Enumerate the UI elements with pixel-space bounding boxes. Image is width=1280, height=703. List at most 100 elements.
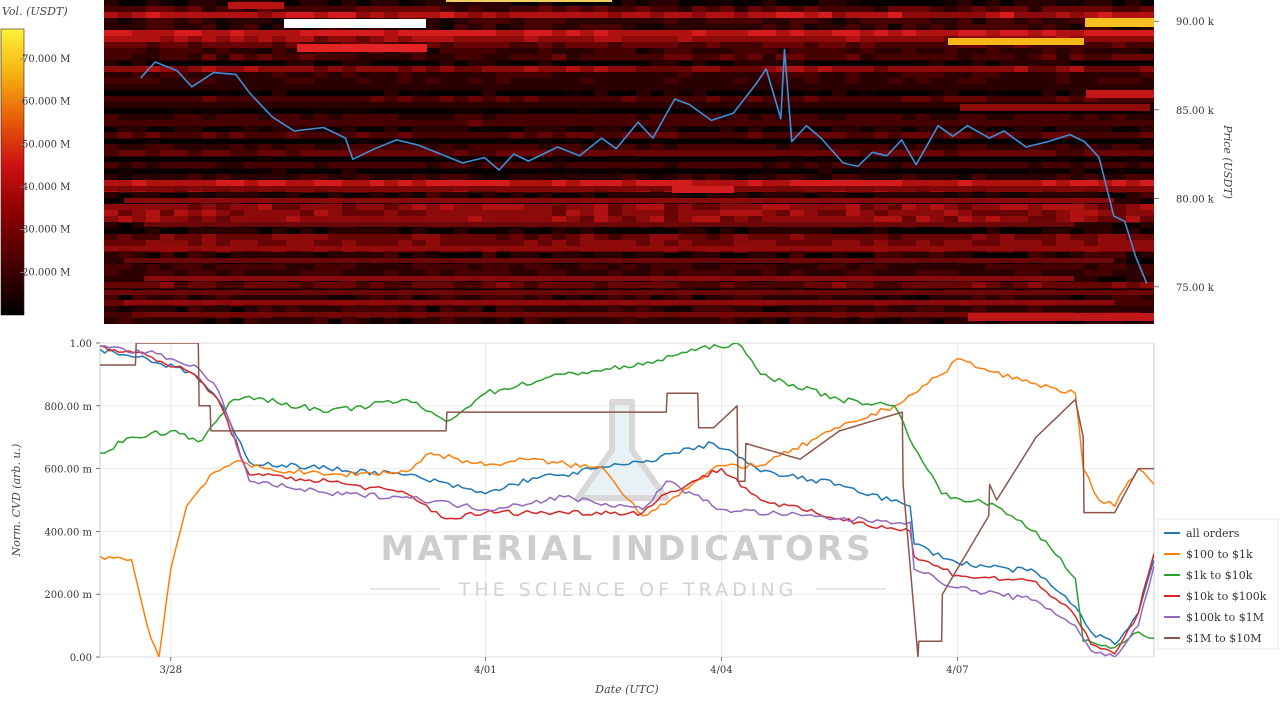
heatmap-cell [748, 252, 763, 259]
heatmap-cell [636, 54, 651, 61]
heatmap-cell [846, 24, 861, 31]
heatmap-cell [636, 270, 651, 277]
heatmap-cell [244, 234, 259, 241]
heatmap-cell [678, 240, 693, 247]
heatmap-cell [650, 84, 665, 91]
heatmap-cell [832, 162, 847, 169]
heatmap-cell [972, 264, 987, 271]
heatmap-cell [636, 66, 651, 73]
heatmap-cell [160, 210, 175, 217]
heatmap-cell [468, 234, 483, 241]
heatmap-cell [916, 96, 931, 103]
heatmap-cell [342, 120, 357, 127]
heatmap-cell [664, 60, 679, 67]
heatmap-cell [944, 264, 959, 271]
heatmap-cell [678, 252, 693, 259]
heatmap-cell [132, 216, 147, 223]
heatmap-cell [706, 264, 721, 271]
heatmap-cell [608, 18, 623, 25]
heatmap-cell [594, 180, 609, 187]
heatmap-cell [720, 36, 735, 43]
heatmap-cell [594, 150, 609, 157]
heatmap-cell [328, 282, 343, 289]
heatmap-cell [748, 42, 763, 49]
heatmap-cell [930, 12, 945, 19]
heatmap-cell [440, 6, 455, 13]
heatmap-cell [846, 48, 861, 55]
heatmap-cell [916, 306, 931, 313]
heatmap-cell [972, 24, 987, 31]
heatmap-cell [566, 216, 581, 223]
heatmap-cell [720, 48, 735, 55]
heatmap-cell [650, 282, 665, 289]
heatmap-cell [454, 318, 469, 324]
heatmap-cell [510, 294, 525, 301]
heatmap-cell [832, 282, 847, 289]
heatmap-cell [888, 180, 903, 187]
heatmap-cell [1056, 174, 1071, 181]
heatmap-cell [818, 156, 833, 163]
heatmap-cell [286, 144, 301, 151]
heatmap-cell [608, 240, 623, 247]
heatmap-cell [958, 66, 973, 73]
heatmap-cell [342, 306, 357, 313]
heatmap-cell [1070, 162, 1085, 169]
heatmap-cell [916, 78, 931, 85]
heatmap-cell [636, 318, 651, 324]
heatmap-cell [202, 6, 217, 13]
heatmap-cell [1140, 222, 1154, 229]
cvd-series-lines [100, 343, 1154, 657]
heatmap-cell [440, 12, 455, 19]
heatmap-cell [524, 264, 539, 271]
heatmap-cell [748, 240, 763, 247]
heatmap-cell [706, 144, 721, 151]
heatmap-cell [1112, 204, 1127, 211]
heatmap-cell [636, 48, 651, 55]
heatmap-cell [496, 234, 511, 241]
heatmap-cell [874, 240, 889, 247]
heatmap-cell [314, 294, 329, 301]
heatmap-cell [1070, 192, 1085, 199]
heatmap-cell [888, 282, 903, 289]
heatmap-cell [958, 120, 973, 127]
heatmap-cell [118, 126, 133, 133]
heatmap-cell [832, 36, 847, 43]
heatmap-cell [860, 174, 875, 181]
heatmap-cell [608, 54, 623, 61]
heatmap-cell [832, 54, 847, 61]
heatmap-cell [874, 48, 889, 55]
heatmap-cell [594, 6, 609, 13]
heatmap-cell [818, 36, 833, 43]
heatmap-cell [1126, 216, 1141, 223]
heatmap-cell [496, 180, 511, 187]
heatmap-cell [776, 30, 791, 37]
heatmap-cell [286, 132, 301, 139]
heatmap-cell [958, 114, 973, 121]
heatmap-cell [608, 168, 623, 175]
heatmap-cell [692, 24, 707, 31]
heatmap-cell [888, 24, 903, 31]
heatmap-cell [678, 294, 693, 301]
heatmap-cell [678, 12, 693, 19]
heatmap-cell [874, 24, 889, 31]
heatmap-cell [1000, 24, 1015, 31]
heatmap-cell [440, 294, 455, 301]
heatmap-cell [104, 282, 119, 289]
heatmap-cell [300, 216, 315, 223]
heatmap-cell [524, 162, 539, 169]
heatmap-cell [216, 0, 231, 7]
liquidity-wall [672, 186, 734, 193]
heatmap-cell [174, 102, 189, 109]
heatmap-cell [118, 24, 133, 31]
heatmap-cell [958, 6, 973, 13]
heatmap-cell [748, 162, 763, 169]
heatmap-cell [1126, 54, 1141, 61]
heatmap-cell [328, 174, 343, 181]
heatmap-cell [748, 210, 763, 217]
heatmap-cell [1042, 84, 1057, 91]
heatmap-cell [272, 114, 287, 121]
heatmap-cell [174, 48, 189, 55]
heatmap-cell [482, 282, 497, 289]
heatmap-cell [258, 318, 273, 324]
heatmap-cell [720, 126, 735, 133]
